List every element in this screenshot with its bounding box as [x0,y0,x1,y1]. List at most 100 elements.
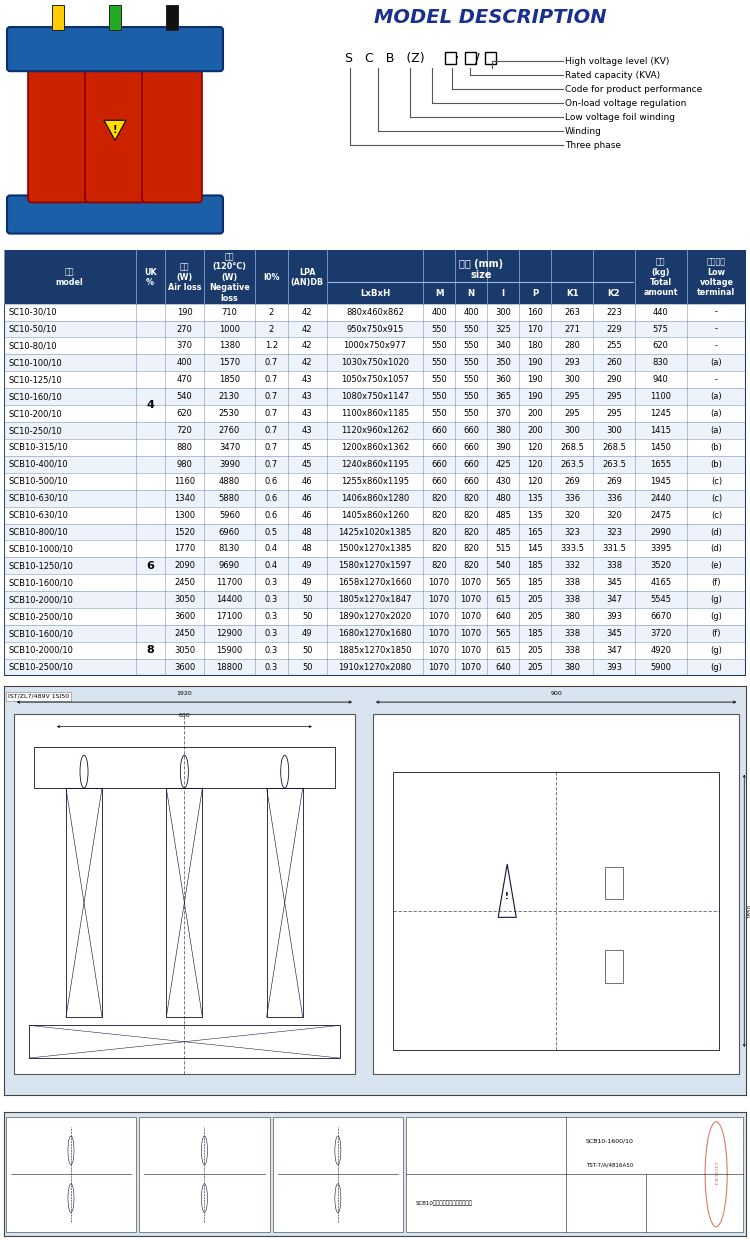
Text: 820: 820 [431,494,447,502]
Text: Winding: Winding [565,126,602,136]
Text: 325: 325 [495,325,512,334]
Text: P: P [532,289,538,298]
Text: 300: 300 [564,376,580,384]
Text: 1245: 1245 [650,409,671,418]
Text: (c): (c) [711,476,722,486]
Text: (b): (b) [710,460,722,469]
Bar [34,746,334,789]
Text: size: size [470,270,492,280]
Text: K1: K1 [566,289,578,298]
Text: LPA
(AN)DB: LPA (AN)DB [291,268,324,286]
Text: 1070: 1070 [428,629,450,639]
Text: 550: 550 [464,376,479,384]
Text: 50: 50 [302,663,313,672]
Text: 380: 380 [564,613,580,621]
Text: 0.3: 0.3 [265,595,278,604]
Text: On-load voltage regulation: On-load voltage regulation [565,99,686,108]
Text: 347: 347 [606,595,622,604]
Text: 270: 270 [176,325,193,334]
Text: 180: 180 [527,341,543,351]
Text: (g): (g) [710,646,722,655]
Text: 1070: 1070 [460,646,482,655]
Text: 425: 425 [495,460,511,469]
Bar [166,5,178,30]
Text: 565: 565 [495,629,512,639]
Text: 950x750x915: 950x750x915 [346,325,404,334]
Text: UK
%: UK % [144,268,157,286]
Text: 336: 336 [606,494,622,502]
Text: 48: 48 [302,527,313,537]
Text: 263: 263 [564,308,580,316]
Text: SC10-100/10: SC10-100/10 [8,358,62,367]
Text: 1255x860x1195: 1255x860x1195 [341,476,409,486]
Bar [605,950,623,983]
Bar [4,388,746,405]
Text: 2450: 2450 [174,629,195,639]
FancyBboxPatch shape [7,196,223,233]
Text: 300: 300 [495,308,512,316]
Text: 45: 45 [302,443,313,451]
Text: 336: 336 [564,494,580,502]
Text: 1520: 1520 [174,527,195,537]
Text: (d): (d) [710,544,722,553]
Text: 1000x750x977: 1000x750x977 [344,341,406,351]
Text: -: - [715,325,718,334]
Text: 880: 880 [176,443,193,451]
Text: (a): (a) [710,409,722,418]
Text: Low voltage foil winding: Low voltage foil winding [565,113,675,122]
Text: (b): (b) [710,443,722,451]
Bar [6,1117,136,1231]
Text: 1770: 1770 [174,544,195,553]
Text: 660: 660 [464,476,479,486]
Text: 430: 430 [495,476,512,486]
Text: 255: 255 [606,341,622,351]
Text: 720: 720 [176,427,193,435]
Text: (g): (g) [710,613,722,621]
Text: 9690: 9690 [219,562,240,570]
Text: 550: 550 [431,409,447,418]
Text: 空损
(W)
Air loss: 空损 (W) Air loss [168,263,201,293]
Text: 268.5: 268.5 [560,443,584,451]
Text: 550: 550 [431,341,447,351]
Text: 165: 165 [527,527,543,537]
Text: 0.4: 0.4 [265,562,278,570]
Text: 8130: 8130 [219,544,240,553]
Text: 1070: 1070 [460,595,482,604]
Text: 170: 170 [527,325,543,334]
Text: 393: 393 [606,613,622,621]
Text: (f): (f) [712,578,722,588]
Text: 2450: 2450 [174,578,195,588]
Text: 1080x750x1147: 1080x750x1147 [341,392,409,402]
Text: 380: 380 [495,427,512,435]
Text: 1570: 1570 [219,358,240,367]
Text: 295: 295 [564,392,580,402]
Text: 269: 269 [606,476,622,486]
Bar [4,608,746,625]
Bar [4,574,746,591]
Text: 0.6: 0.6 [265,511,278,520]
Text: 338: 338 [606,562,622,570]
Text: 295: 295 [606,409,622,418]
Text: 2760: 2760 [219,427,240,435]
Text: (a): (a) [710,358,722,367]
Text: Three phase: Three phase [565,141,621,150]
Text: 1070: 1070 [460,613,482,621]
Text: 1945: 1945 [650,476,671,486]
Text: 4880: 4880 [219,476,240,486]
Text: 2440: 2440 [650,494,671,502]
Text: 4165: 4165 [650,578,671,588]
Text: 515: 515 [495,544,511,553]
Text: 3990: 3990 [219,460,240,469]
Bar [13,714,355,1074]
Text: 338: 338 [564,578,580,588]
Text: 135: 135 [527,494,543,502]
Text: 135: 135 [527,511,543,520]
Text: 660: 660 [464,460,479,469]
Text: 43: 43 [302,409,313,418]
Text: 1070: 1070 [460,629,482,639]
Text: 1850: 1850 [219,376,240,384]
Text: 345: 345 [606,578,622,588]
Text: 185: 185 [527,562,543,570]
Text: 1850: 1850 [747,904,750,918]
Text: 45: 45 [302,460,313,469]
